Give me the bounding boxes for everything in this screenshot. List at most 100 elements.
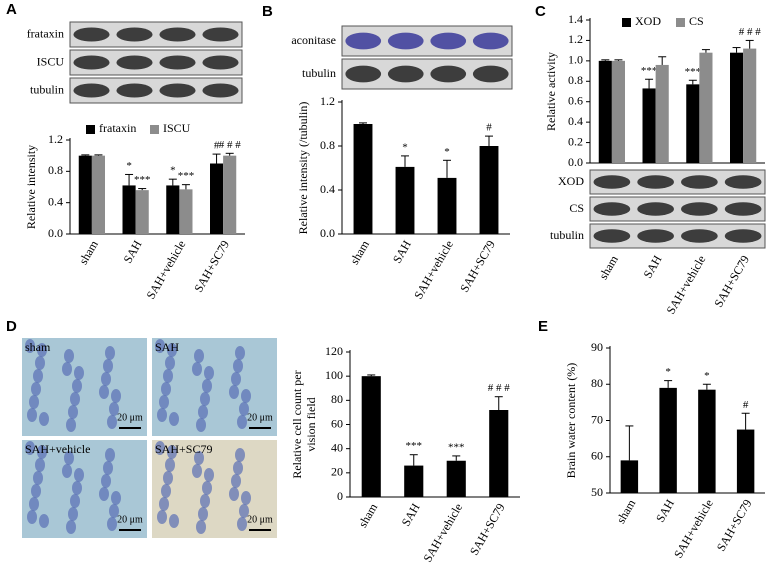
scale-label: 20 μm bbox=[247, 412, 273, 423]
cell bbox=[101, 474, 111, 488]
y-tick-label: 80 bbox=[591, 376, 603, 390]
cell bbox=[35, 458, 45, 472]
blot-label: aconitase bbox=[291, 33, 336, 47]
bar bbox=[598, 60, 612, 163]
blot-label: CS bbox=[569, 201, 584, 215]
cell bbox=[239, 504, 249, 518]
y-tick-label: 80 bbox=[331, 392, 343, 406]
cell bbox=[27, 510, 37, 524]
x-tick-label: SAH bbox=[399, 501, 423, 529]
cell bbox=[167, 343, 177, 357]
blot-band bbox=[202, 83, 239, 98]
x-tick-label: sham bbox=[347, 237, 372, 267]
cell bbox=[237, 517, 247, 531]
y-axis-label: Relative activity bbox=[544, 52, 558, 131]
blot-label: ISCU bbox=[37, 54, 65, 68]
blot-band bbox=[724, 175, 762, 189]
y-tick-label: 0.8 bbox=[568, 73, 583, 87]
blot-label: XOD bbox=[558, 174, 584, 188]
y-tick-label: 1.0 bbox=[568, 53, 583, 67]
cell bbox=[229, 487, 239, 501]
cell bbox=[64, 451, 74, 465]
y-tick-label: 0.4 bbox=[320, 182, 335, 196]
cell bbox=[169, 412, 179, 426]
bar bbox=[611, 60, 625, 163]
bar bbox=[699, 52, 713, 163]
significance-label: * bbox=[704, 370, 710, 382]
bar bbox=[659, 387, 677, 493]
bar bbox=[404, 465, 424, 497]
panel-label: A bbox=[6, 1, 17, 18]
cell bbox=[198, 405, 208, 419]
x-tick-label: SAH+vehicle bbox=[411, 238, 456, 302]
cell bbox=[159, 497, 169, 511]
y-tick-label: 0.0 bbox=[48, 226, 63, 240]
blot-band bbox=[345, 32, 382, 50]
blot-band bbox=[159, 27, 196, 42]
panel-label: E bbox=[538, 318, 548, 335]
y-tick-label: 0 bbox=[337, 489, 343, 503]
cell bbox=[25, 441, 35, 455]
cell bbox=[68, 405, 78, 419]
cell bbox=[159, 395, 169, 409]
cell bbox=[155, 441, 165, 455]
blot-band bbox=[724, 229, 762, 243]
bar bbox=[655, 64, 669, 163]
bar bbox=[620, 460, 639, 493]
y-tick-label: 0.8 bbox=[320, 138, 335, 152]
bar bbox=[179, 189, 193, 234]
significance-label: *** bbox=[406, 440, 423, 452]
blot-band bbox=[724, 202, 762, 216]
cell bbox=[27, 408, 37, 422]
y-tick-label: 1.2 bbox=[320, 94, 335, 108]
bar bbox=[361, 376, 381, 497]
y-tick-label: 90 bbox=[591, 340, 603, 354]
significance-label: *** bbox=[685, 66, 702, 78]
significance-label: * bbox=[170, 165, 176, 177]
cell bbox=[235, 346, 245, 360]
blot-band bbox=[430, 32, 467, 50]
cell bbox=[239, 402, 249, 416]
y-axis-label: Relative intensity (/tubulin) bbox=[296, 102, 310, 235]
significance-label: # # # bbox=[488, 382, 511, 394]
cell bbox=[35, 356, 45, 370]
x-tick-label: SAH+SC79 bbox=[711, 253, 752, 310]
cell bbox=[194, 349, 204, 363]
y-tick-label: 100 bbox=[325, 368, 343, 382]
blot-band bbox=[159, 55, 196, 70]
x-tick-label: SAH bbox=[120, 238, 144, 266]
blot-label: tubulin bbox=[550, 228, 584, 242]
y-tick-label: 50 bbox=[591, 485, 603, 499]
x-tick-label: SAH+SC79 bbox=[714, 497, 755, 554]
bar bbox=[736, 429, 755, 493]
cell bbox=[31, 382, 41, 396]
cell bbox=[70, 494, 80, 508]
micrograph-label: SAH bbox=[155, 340, 179, 354]
y-tick-label: 0.0 bbox=[568, 155, 583, 169]
cell bbox=[64, 349, 74, 363]
cell bbox=[74, 366, 84, 380]
bar bbox=[479, 146, 499, 234]
significance-label: *** bbox=[178, 170, 195, 182]
cell bbox=[33, 369, 43, 383]
x-tick-label: SAH+vehicle bbox=[671, 497, 716, 561]
blot-band bbox=[116, 27, 153, 42]
cell bbox=[202, 481, 212, 495]
cell bbox=[101, 372, 111, 386]
blot-band bbox=[73, 55, 110, 70]
bar bbox=[395, 166, 415, 234]
cell bbox=[111, 491, 121, 505]
cell bbox=[231, 474, 241, 488]
cell bbox=[200, 494, 210, 508]
legend-label: CS bbox=[689, 14, 704, 28]
bar bbox=[210, 163, 224, 234]
blot-band bbox=[430, 65, 467, 83]
bar bbox=[166, 185, 180, 234]
cell bbox=[99, 487, 109, 501]
legend-swatch bbox=[622, 18, 631, 27]
micrograph-label: sham bbox=[25, 340, 51, 354]
blot-band bbox=[387, 32, 424, 50]
legend-label: ISCU bbox=[163, 121, 191, 135]
cell bbox=[204, 468, 214, 482]
y-tick-label: 120 bbox=[325, 344, 343, 358]
